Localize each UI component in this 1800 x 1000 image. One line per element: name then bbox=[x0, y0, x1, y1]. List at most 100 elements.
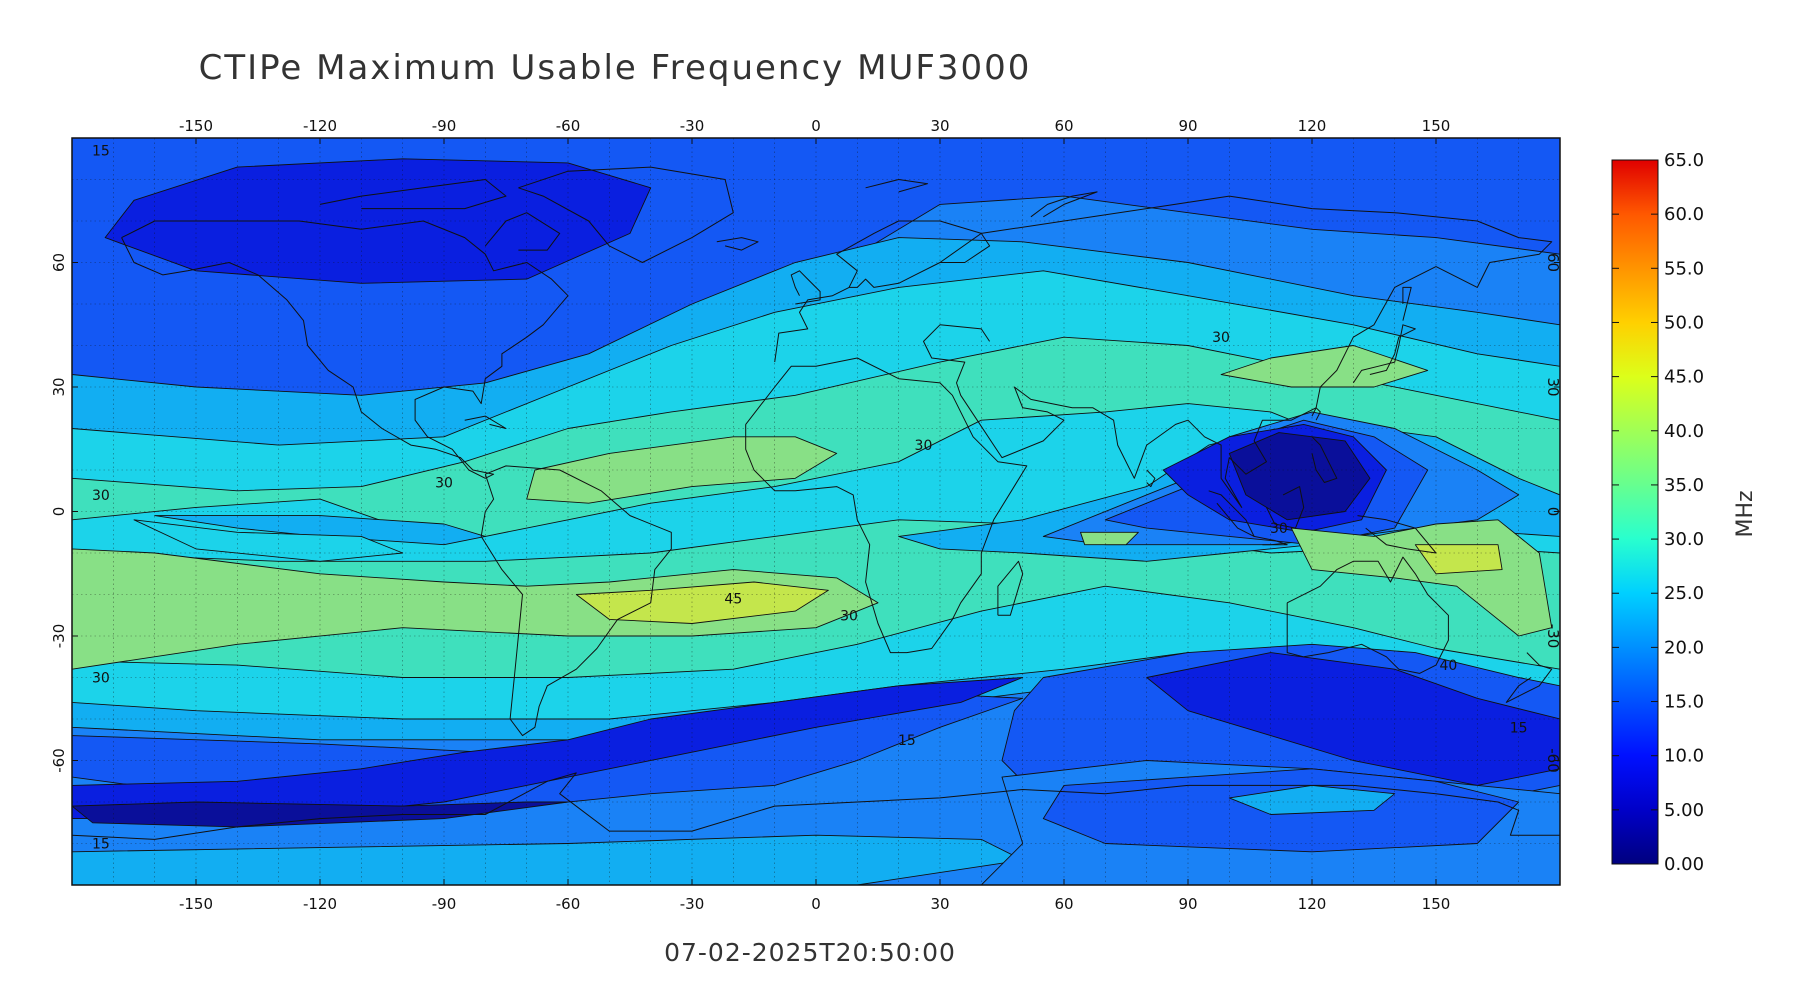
colorbar-tick-label: 35.0 bbox=[1664, 475, 1704, 496]
coast-greenland bbox=[518, 166, 734, 263]
contour-label: 15 bbox=[92, 837, 110, 853]
coast-borneo bbox=[1266, 486, 1305, 529]
lon-label-top: -30 bbox=[680, 117, 705, 135]
coast-java bbox=[1254, 535, 1288, 546]
contour-label: 30 bbox=[92, 488, 110, 504]
lon-label-bottom: 60 bbox=[1054, 895, 1073, 913]
lon-label-top: 90 bbox=[1178, 117, 1197, 135]
lon-label-bottom: 30 bbox=[930, 895, 949, 913]
contour-label: 45 bbox=[724, 592, 742, 608]
colorbar-tick-label: 20.0 bbox=[1664, 637, 1704, 658]
timestamp: 07-02-2025T20:50:00 bbox=[664, 938, 956, 967]
colorbar-tick-label: 5.00 bbox=[1664, 800, 1704, 821]
colorbar-tick-label: 65.0 bbox=[1664, 150, 1704, 171]
lat-label-left: -30 bbox=[50, 624, 68, 649]
band-35-indian bbox=[1080, 531, 1139, 546]
contour-label: 30 bbox=[435, 475, 453, 491]
contour-label: 15 bbox=[92, 143, 110, 159]
band-deep-east bbox=[1228, 432, 1371, 521]
contour-label: 15 bbox=[1510, 720, 1528, 736]
coast-asia bbox=[923, 195, 1553, 508]
contour-label: 30 bbox=[840, 608, 858, 624]
map-grid bbox=[72, 138, 1560, 885]
coast-new-zealand bbox=[1505, 652, 1553, 703]
lon-label-bottom: -60 bbox=[556, 895, 581, 913]
lon-label-top: 30 bbox=[930, 117, 949, 135]
coast-canadian-islands bbox=[319, 179, 507, 210]
band-35-asia bbox=[1220, 345, 1429, 388]
colorbar-tick-label: 10.0 bbox=[1664, 746, 1704, 767]
contour-label: 30 bbox=[1212, 330, 1230, 346]
lon-label-bottom: -30 bbox=[680, 895, 705, 913]
lat-label-right: -30 bbox=[1544, 624, 1562, 649]
lon-label-bottom: 0 bbox=[811, 895, 821, 913]
band-40-sa bbox=[575, 581, 829, 624]
contour-labels: 15 30 30 30 30 45 30 30 15 15 30 40 15 bbox=[92, 143, 1528, 852]
lon-label-bottom: -120 bbox=[303, 895, 337, 913]
coast-new-guinea bbox=[1357, 515, 1437, 554]
coast-philippines bbox=[1311, 436, 1338, 483]
colorbar-tick-label: 40.0 bbox=[1664, 421, 1704, 442]
coast-africa bbox=[745, 357, 1028, 654]
lat-label-right: 30 bbox=[1544, 377, 1562, 396]
lat-label-right: -60 bbox=[1544, 748, 1562, 773]
coast-baffin bbox=[484, 212, 561, 251]
coast-north-america bbox=[121, 220, 569, 479]
contour-label: 15 bbox=[898, 733, 916, 749]
lon-label-bottom: 150 bbox=[1422, 895, 1451, 913]
lon-label-bottom: -150 bbox=[179, 895, 213, 913]
lon-label-top: 150 bbox=[1422, 117, 1451, 135]
coast-hokkaido-sakhalin bbox=[1402, 286, 1412, 321]
lon-label-bottom: -90 bbox=[432, 895, 457, 913]
contour-label: 30 bbox=[1270, 521, 1288, 537]
coast-madagascar bbox=[997, 560, 1024, 616]
colorbar-tick-label: 55.0 bbox=[1664, 258, 1704, 279]
coast-japan bbox=[1352, 324, 1416, 384]
coast-sri-lanka bbox=[1146, 469, 1156, 488]
lon-label-top: 60 bbox=[1054, 117, 1073, 135]
colorbar-tick-label: 30.0 bbox=[1664, 529, 1704, 550]
lon-label-top: 0 bbox=[811, 117, 821, 135]
lon-label-top: 120 bbox=[1298, 117, 1327, 135]
band-5-arctic bbox=[104, 158, 652, 284]
coast-svalbard bbox=[865, 179, 929, 193]
coast-caribbean bbox=[464, 415, 507, 429]
lat-label-right: 60 bbox=[1544, 253, 1562, 272]
lon-label-top: -150 bbox=[179, 117, 213, 135]
lat-label-left: -60 bbox=[50, 748, 68, 773]
lon-label-bottom: 90 bbox=[1178, 895, 1197, 913]
colorbar-gradient bbox=[1611, 159, 1659, 865]
coast-australia bbox=[1286, 556, 1449, 674]
colorbar-tick-label: 25.0 bbox=[1664, 583, 1704, 604]
chart-title: CTIPe Maximum Usable Frequency MUF3000 bbox=[198, 48, 1032, 88]
colorbar-unit-label: MHz bbox=[1733, 490, 1758, 537]
lon-label-bottom: 120 bbox=[1298, 895, 1327, 913]
colorbar-tick-label: 15.0 bbox=[1664, 692, 1704, 713]
coast-sumatra bbox=[1208, 490, 1255, 537]
coast-south-america bbox=[480, 465, 672, 737]
coast-iceland bbox=[716, 237, 759, 251]
colorbar-tick-label: 45.0 bbox=[1664, 367, 1704, 388]
lon-label-top: -120 bbox=[303, 117, 337, 135]
colorbar-tick-label: 50.0 bbox=[1664, 312, 1704, 333]
lat-label-right: 0 bbox=[1544, 507, 1562, 517]
lat-label-left: 30 bbox=[50, 377, 68, 396]
lon-label-top: -90 bbox=[432, 117, 457, 135]
lat-label-left: 60 bbox=[50, 253, 68, 272]
band-35-atl bbox=[526, 436, 838, 504]
colorbar-tick-label: 60.0 bbox=[1664, 204, 1704, 225]
map-axes: -150 -150 -120 -120 -90 -90 -60 -60 -30 -30 0 0 30 30… bbox=[50, 117, 1562, 913]
colorbar: 0.00 5.00 10.0 15.0 20.0 25.0 30.0 35.0 40.0 45.0… bbox=[1611, 150, 1704, 875]
lat-label-left: 0 bbox=[50, 507, 68, 517]
coast-taiwan bbox=[1311, 407, 1321, 421]
coast-uk bbox=[790, 270, 821, 305]
coast-europe bbox=[774, 220, 991, 363]
coast-novaya-zemlya bbox=[1030, 191, 1098, 218]
contour-label: 30 bbox=[915, 438, 933, 454]
lon-label-top: -60 bbox=[556, 117, 581, 135]
coastlines bbox=[72, 166, 1560, 840]
contour-label: 40 bbox=[1439, 658, 1457, 674]
contour-label: 30 bbox=[92, 671, 110, 687]
colorbar-tick-label: 0.00 bbox=[1664, 854, 1704, 875]
